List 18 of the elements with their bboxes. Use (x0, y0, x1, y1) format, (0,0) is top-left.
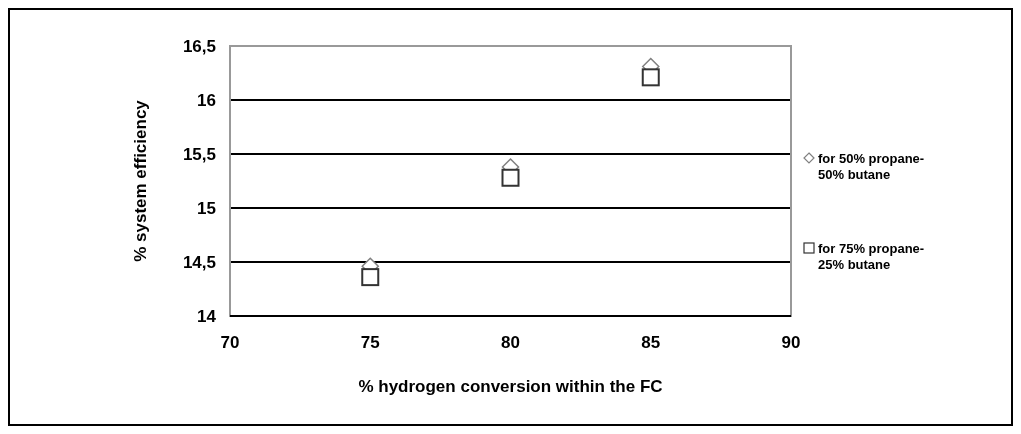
x-tick-label: 90 (781, 333, 801, 352)
point (361, 268, 380, 287)
x-axis-title: % hydrogen conversion within the FC (358, 377, 663, 396)
y-tick-label: 14 (197, 306, 217, 326)
point (501, 168, 520, 187)
y-tick-label: 16,5 (182, 36, 216, 56)
y-axis-title: % system efficiency (131, 99, 150, 262)
point (641, 68, 660, 87)
x-tick-label: 70 (220, 333, 240, 352)
legend-label: for 50% propane-50% butane (818, 150, 925, 183)
legend-label: for 75% propane-25% butane (818, 240, 925, 273)
y-tick-label: 14,5 (182, 252, 216, 272)
y-tick-label: 15,5 (182, 144, 216, 164)
y-tick-label: 16 (197, 90, 216, 110)
x-tick-label: 75 (360, 333, 380, 352)
x-tick-label: 80 (501, 333, 520, 352)
y-tick-label: 15 (197, 198, 216, 218)
x-tick-label: 85 (641, 333, 661, 352)
